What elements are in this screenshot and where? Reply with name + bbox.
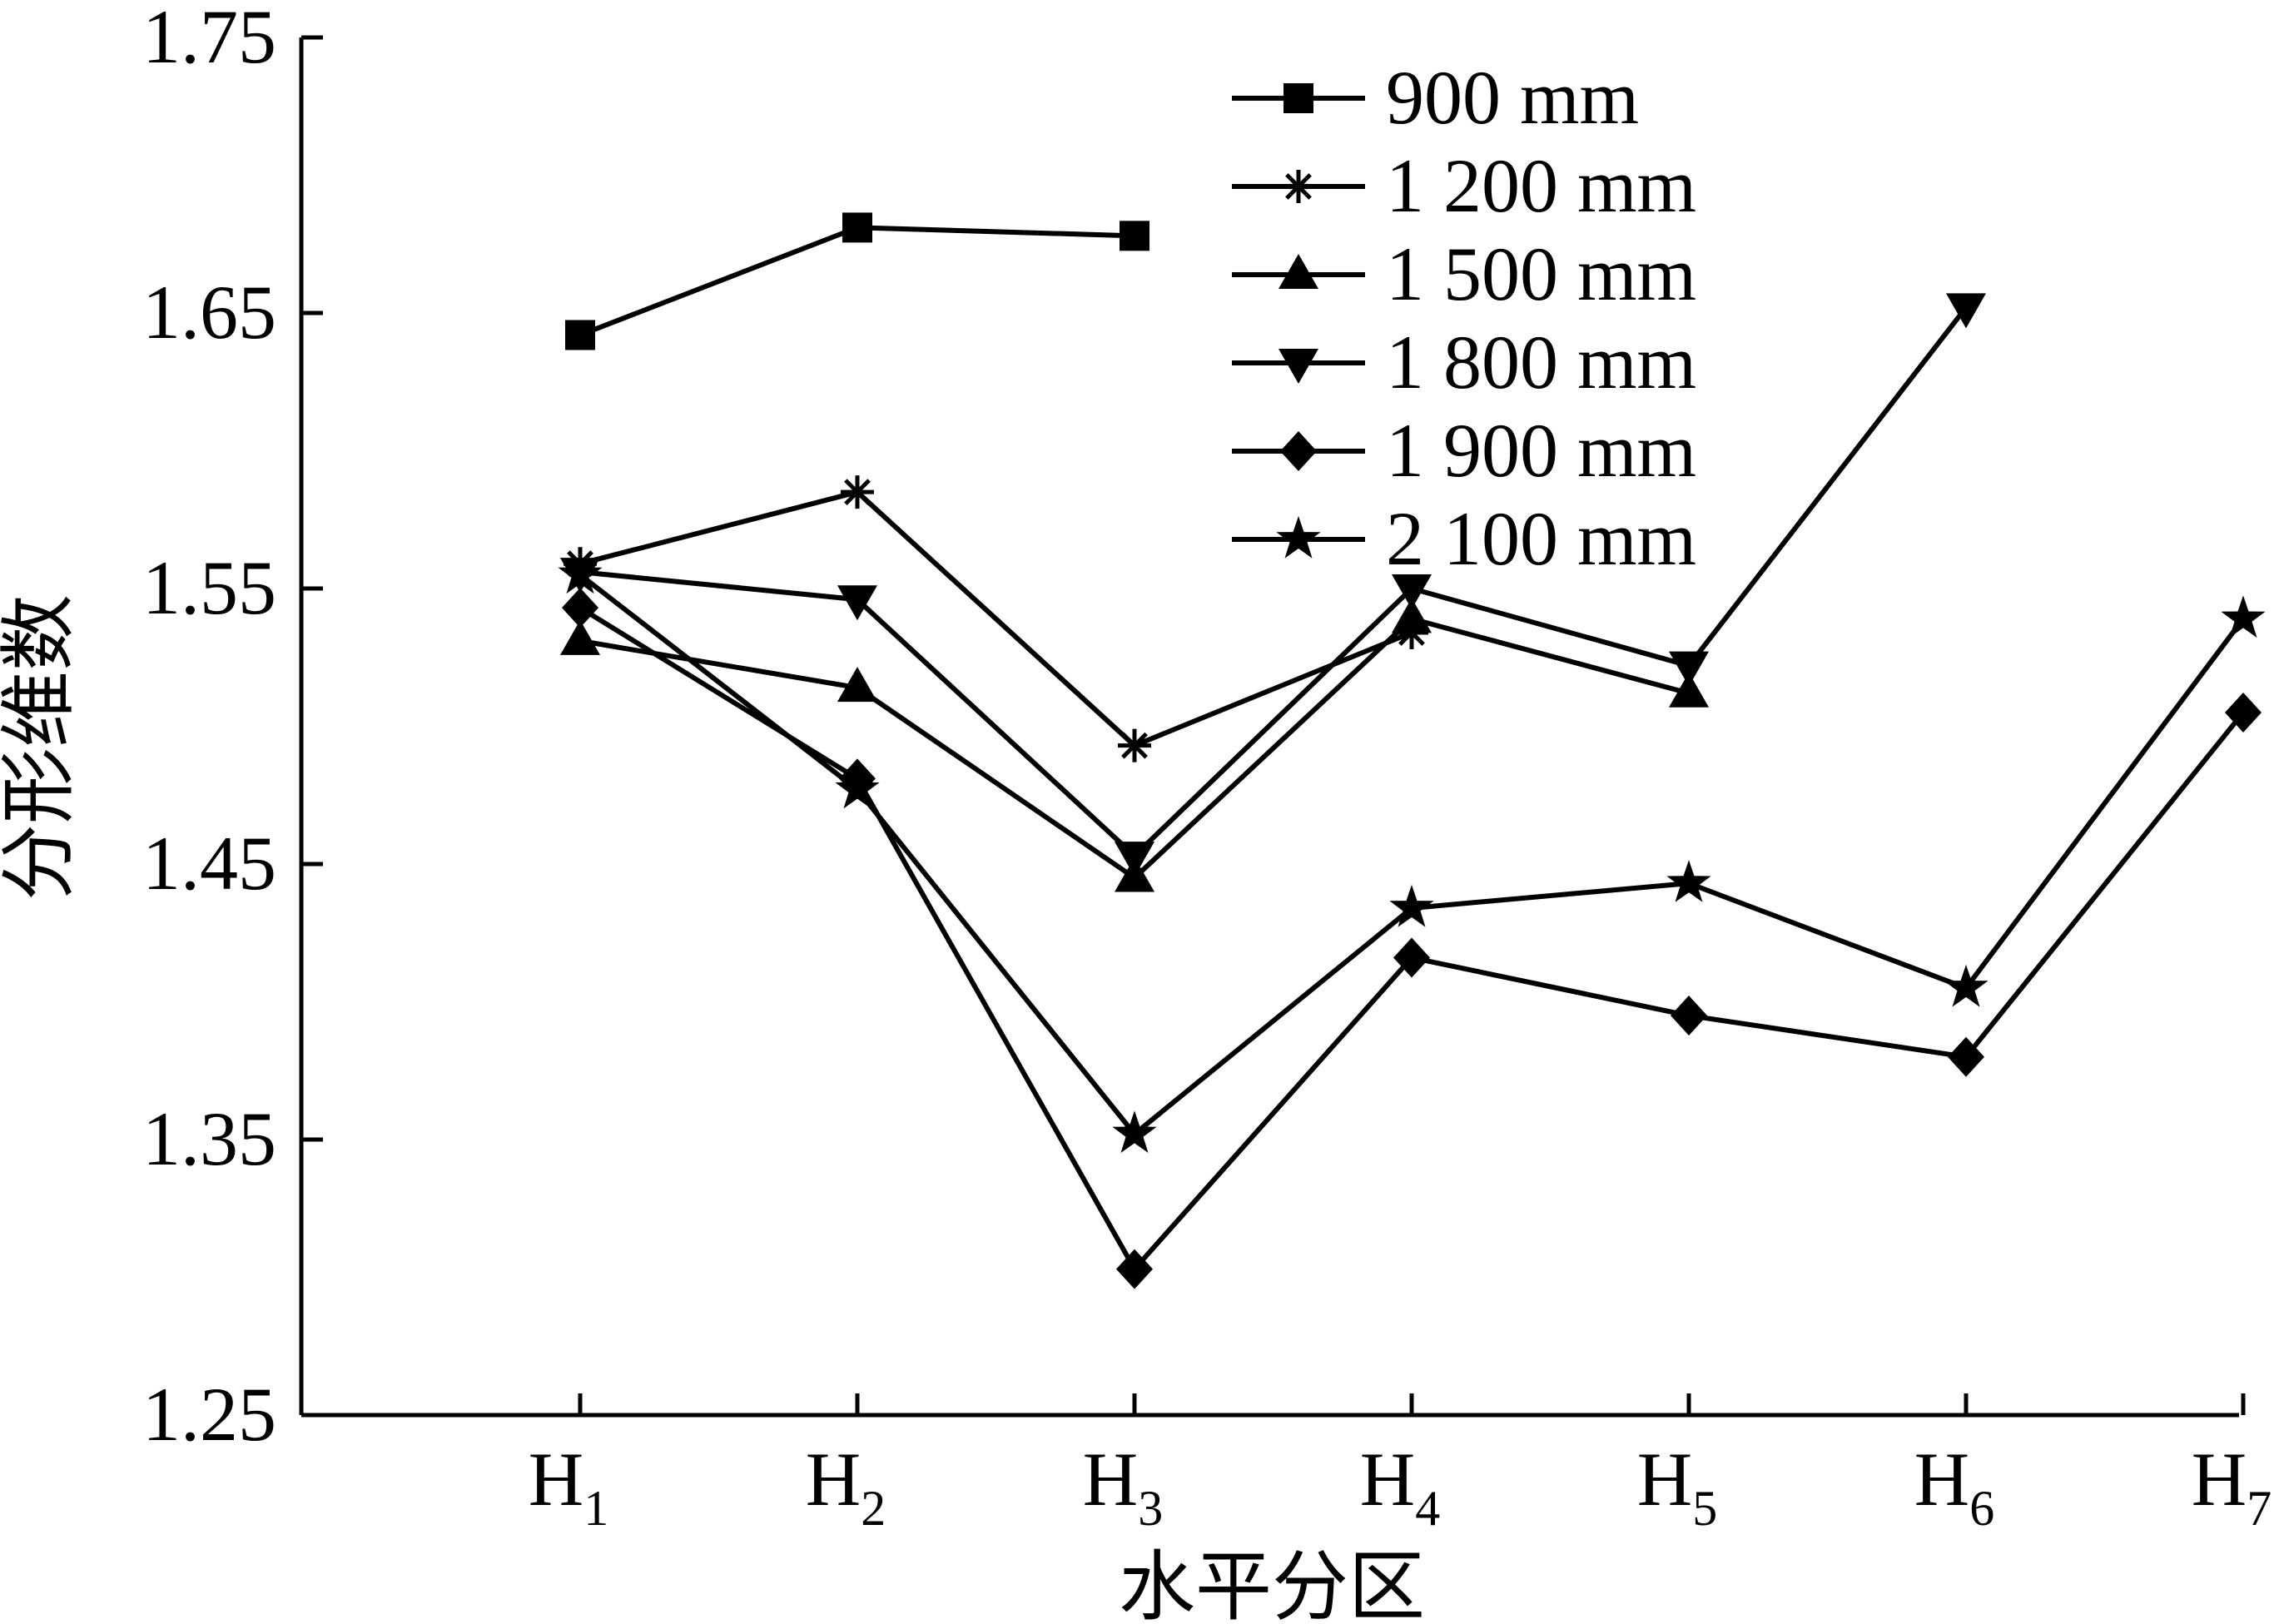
y-tick-label: 1.65 [142, 270, 276, 355]
data-point [2221, 595, 2266, 638]
series-line [579, 305, 1969, 859]
data-point [835, 766, 880, 809]
data-point [1112, 1110, 1157, 1153]
x-tick-label: H7 [2192, 1437, 2272, 1536]
legend-item: 900 mm [1232, 55, 1639, 140]
series-line [579, 489, 1413, 748]
legend: 900 mm1 200 mm1 500 mm1 800 mm1 900 mm2 … [1232, 55, 1696, 581]
series-lines [558, 212, 2266, 1289]
x-tick-label: H4 [1360, 1437, 1440, 1536]
series-line [578, 225, 1135, 338]
legend-marker [1283, 83, 1313, 113]
data-point [1666, 860, 1711, 902]
x-tick-label: H3 [1083, 1437, 1163, 1536]
data-point [837, 667, 877, 703]
data-point [1118, 728, 1151, 762]
data-point [841, 475, 874, 509]
data-point [1946, 293, 1986, 329]
legend-item: 1 900 mm [1232, 408, 1696, 493]
y-tick-label: 1.25 [142, 1372, 276, 1457]
data-point [1669, 672, 1709, 708]
x-tick-label: H1 [529, 1437, 608, 1536]
series-6 [558, 551, 2266, 1153]
legend-item: 1 200 mm [1232, 143, 1696, 228]
legend-item: 1 500 mm [1232, 231, 1696, 316]
legend-marker [1279, 254, 1318, 289]
data-point [1393, 937, 1430, 978]
legend-marker [1282, 170, 1315, 203]
y-tick-label: 1.45 [142, 821, 276, 906]
data-point [1392, 574, 1432, 609]
axes: 1.25 1.35 1.45 1.55 1.65 1.75 H1 H2 H3 H4 H5 H6 H7 [142, 0, 2272, 1536]
legend-label: 1 200 mm [1386, 143, 1696, 228]
legend-label: 900 mm [1386, 55, 1639, 140]
legend-marker [1280, 431, 1317, 471]
series-line [578, 573, 2246, 1137]
data-point [837, 585, 877, 621]
legend-item: 1 800 mm [1232, 320, 1696, 405]
x-tick-label: H6 [1914, 1437, 1994, 1536]
legend-label: 1 900 mm [1386, 408, 1696, 493]
x-tick-label: H2 [806, 1437, 886, 1536]
x-tick-label: H5 [1637, 1437, 1717, 1536]
y-tick-label: 1.75 [142, 0, 276, 79]
data-point [1120, 221, 1149, 251]
legend-label: 1 800 mm [1386, 320, 1696, 405]
data-point [558, 551, 603, 594]
y-tick-label: 1.35 [142, 1096, 276, 1181]
legend-item: 2 100 mm [1232, 496, 1696, 581]
data-point [1669, 651, 1709, 687]
series-1 [565, 212, 1149, 350]
data-point [1116, 1249, 1153, 1289]
data-point [1392, 598, 1432, 633]
data-point [1944, 964, 1989, 1007]
data-point [1948, 1036, 1984, 1077]
y-tick-label: 1.55 [142, 545, 276, 630]
x-axis-title: 水平分区 [1119, 1545, 1425, 1624]
data-point [2225, 692, 2262, 733]
series-5 [562, 588, 2262, 1289]
series-4 [560, 293, 1986, 877]
y-axis-title: 分形维数 [0, 594, 82, 901]
data-point [842, 212, 872, 243]
data-point [1389, 885, 1434, 927]
data-point [1115, 842, 1154, 877]
legend-marker [1279, 349, 1318, 384]
data-point [560, 619, 600, 655]
legend-marker [1276, 516, 1321, 559]
data-point [565, 320, 595, 350]
legend-label: 2 100 mm [1386, 496, 1696, 581]
data-point [562, 588, 598, 628]
data-point [1671, 996, 1707, 1036]
legend-label: 1 500 mm [1386, 231, 1696, 316]
